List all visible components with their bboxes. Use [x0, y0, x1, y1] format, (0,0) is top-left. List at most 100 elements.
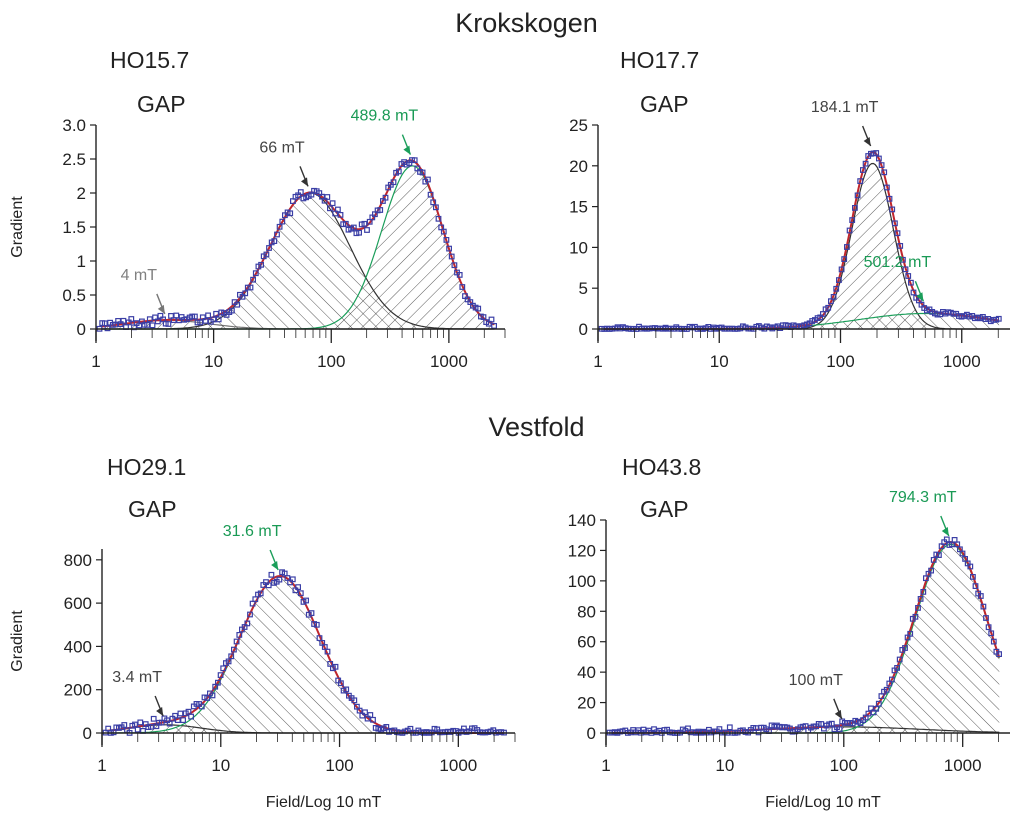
annotation-label: 4 mT	[121, 267, 158, 284]
x-tick-label: 1000	[943, 352, 981, 371]
component-curve	[604, 162, 1000, 330]
y-tick-label: 80	[577, 602, 596, 621]
y-tick-label: 60	[577, 633, 596, 652]
data-point	[228, 653, 235, 660]
data-point	[279, 218, 286, 225]
data-point	[970, 573, 976, 580]
data-point	[440, 228, 447, 235]
chart-panel-ho15-7: HO15.7 GAP Gradient 0 0.5 1 1.5 2 2.5 3.0 1 10 100 10…	[9, 47, 506, 371]
data-point	[266, 245, 272, 251]
x-tick-label: 100	[830, 756, 858, 775]
chart-panel-ho29-1: HO29.1 GAP Gradient Field/Log 10 mT 0 200 400 6…	[9, 454, 516, 811]
data-point	[443, 237, 450, 243]
component-fill	[101, 165, 495, 329]
data-point	[180, 717, 187, 723]
x-axis-label: Field/Log 10 mT	[266, 794, 382, 811]
annotation-arrowhead	[863, 137, 871, 147]
data-point	[907, 630, 914, 637]
x-tick-label: 10	[211, 756, 230, 775]
y-tick-label: 800	[64, 551, 92, 570]
section-title-vestfold: Vestfold	[488, 412, 585, 442]
data-point	[876, 155, 882, 162]
annotation-label: 501.2 mT	[864, 254, 932, 271]
data-point	[364, 227, 370, 233]
data-point	[362, 709, 368, 716]
data-point	[356, 229, 362, 236]
data-point	[215, 679, 221, 686]
data-point	[912, 613, 919, 620]
data-point	[475, 305, 482, 312]
data-point	[433, 204, 439, 211]
data-point	[297, 189, 304, 196]
data-point	[329, 200, 336, 207]
y-tick-label: 200	[64, 681, 92, 700]
data-point	[146, 316, 153, 323]
data-point	[883, 686, 890, 693]
gap-label: GAP	[640, 496, 689, 522]
data-point	[943, 536, 950, 543]
annotation-label: 3.4 mT	[112, 669, 162, 686]
data-point	[144, 322, 151, 328]
data-point	[229, 307, 235, 314]
x-tick-label: 1	[593, 352, 602, 371]
data-point	[350, 224, 357, 231]
annotation-label: 100 mT	[789, 672, 843, 689]
annotation-arrowhead	[403, 145, 411, 155]
data-point	[343, 686, 350, 693]
data-point	[985, 624, 992, 631]
data-point	[451, 262, 458, 269]
gap-label: GAP	[137, 91, 186, 117]
data-point	[137, 719, 144, 726]
data-point	[930, 556, 937, 563]
x-tick-label: 10	[710, 352, 729, 371]
data-point	[836, 726, 843, 733]
x-tick-label: 1	[91, 352, 100, 371]
y-tick-label: 5	[579, 279, 588, 298]
y-tick-label: 0.5	[62, 286, 86, 305]
data-point	[889, 206, 896, 213]
annotation-arrowhead	[157, 304, 165, 314]
data-point	[188, 713, 195, 720]
y-tick-label: 140	[568, 511, 596, 530]
data-point	[427, 191, 434, 198]
data-point	[250, 276, 257, 283]
data-point	[854, 192, 861, 199]
data-point	[217, 672, 224, 679]
data-point	[233, 638, 240, 645]
data-point	[896, 656, 903, 663]
data-point	[830, 294, 837, 300]
component-fill	[604, 313, 1000, 329]
data-point	[878, 162, 885, 169]
x-tick-label: 100	[826, 352, 854, 371]
data-point	[154, 318, 161, 325]
data-point	[836, 277, 842, 284]
data-point	[894, 665, 900, 671]
data-point	[268, 571, 275, 578]
data-point	[335, 206, 341, 213]
data-point	[995, 315, 1002, 322]
data-point	[271, 238, 278, 245]
data-point	[983, 615, 989, 621]
data-point	[177, 710, 184, 717]
data-point	[247, 284, 254, 291]
data-point	[448, 253, 455, 260]
data-point	[274, 231, 280, 238]
data-point	[210, 316, 217, 323]
data-point	[841, 256, 848, 263]
data-point	[419, 169, 426, 176]
data-point	[148, 723, 154, 730]
data-point	[244, 620, 251, 627]
data-point	[852, 205, 858, 211]
x-axis-label: Field/Log 10 mT	[765, 794, 881, 811]
x-tick-label: 1	[97, 756, 106, 775]
data-point	[289, 576, 296, 583]
data-point	[173, 312, 180, 319]
data-point	[844, 244, 850, 250]
y-axis-label: Gradient	[9, 196, 26, 258]
data-point	[313, 621, 320, 628]
data-point	[332, 663, 339, 670]
data-point	[297, 590, 304, 597]
data-point	[857, 178, 864, 185]
data-point	[892, 220, 898, 227]
chart-title: HO29.1	[107, 454, 186, 480]
